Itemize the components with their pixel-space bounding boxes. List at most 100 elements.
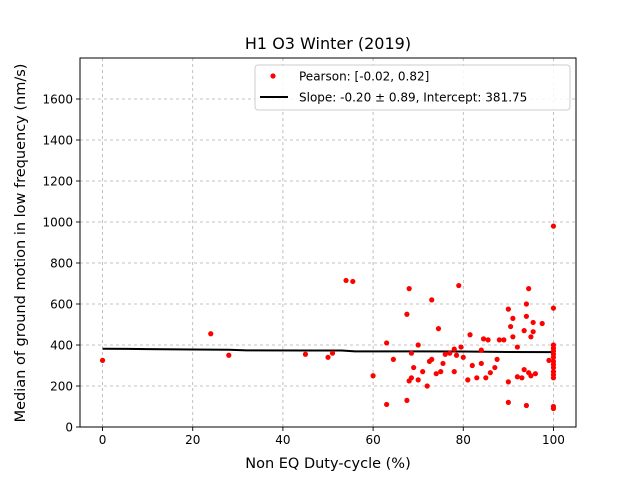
y-tick-label: 1600 (42, 92, 73, 106)
data-point (521, 367, 527, 373)
data-point (451, 369, 457, 375)
data-point (530, 329, 536, 335)
y-tick-label: 0 (65, 420, 73, 434)
legend-marker-points (270, 73, 276, 79)
y-tick-label: 1200 (42, 174, 73, 188)
data-point (433, 371, 439, 377)
data-point (415, 342, 421, 348)
legend-box (254, 64, 571, 111)
y-tick-label: 800 (50, 256, 73, 270)
data-point (420, 369, 426, 375)
data-point (226, 352, 232, 358)
data-point (350, 278, 356, 285)
data-point (523, 402, 530, 409)
data-point (514, 374, 520, 380)
y-tick-label: 1400 (42, 133, 73, 147)
legend: Pearson: [-0.02, 0.82] Slope: -0.20 ± 0.… (254, 64, 571, 111)
data-point (429, 297, 435, 303)
data-point (485, 337, 491, 343)
x-tick-label: 0 (99, 433, 107, 447)
data-point (384, 401, 390, 408)
data-point (478, 360, 484, 367)
y-axis-title: Median of ground motion in low frequency… (13, 64, 29, 423)
data-point (390, 356, 396, 362)
legend-label-points: Pearson: [-0.02, 0.82] (299, 70, 429, 84)
data-point (453, 352, 460, 358)
data-point (550, 305, 557, 311)
data-point (408, 350, 415, 356)
data-point (460, 354, 466, 360)
data-point (474, 375, 480, 381)
x-tick-label: 20 (185, 433, 200, 447)
data-point (550, 223, 557, 229)
data-point (550, 364, 557, 371)
data-point (370, 373, 376, 379)
data-point (458, 344, 464, 350)
data-point (465, 377, 471, 383)
data-point (440, 360, 446, 367)
data-point (384, 340, 390, 346)
data-point (99, 357, 106, 363)
data-point (505, 379, 511, 385)
data-point (496, 337, 502, 343)
data-point (508, 323, 514, 330)
data-point (528, 334, 534, 340)
data-point (528, 373, 534, 379)
data-points (99, 223, 557, 412)
data-point (411, 364, 417, 371)
data-point (447, 350, 453, 356)
y-tick-label: 1000 (42, 215, 73, 229)
data-point (519, 375, 525, 381)
data-point (510, 315, 516, 321)
data-point (546, 357, 552, 363)
data-point (505, 306, 511, 312)
data-point (510, 334, 516, 340)
data-point (302, 351, 309, 357)
data-point (550, 354, 557, 360)
data-point (435, 326, 442, 332)
y-tick-label: 600 (50, 297, 73, 311)
data-point (478, 347, 484, 353)
data-point (408, 375, 415, 381)
y-tick-label: 200 (50, 379, 73, 393)
data-point (442, 351, 448, 357)
data-point (505, 399, 511, 405)
data-point (406, 286, 412, 292)
y-tick-label: 400 (50, 338, 73, 352)
data-point (494, 356, 500, 362)
data-point (483, 375, 489, 381)
data-point (467, 332, 473, 338)
data-point (530, 319, 536, 326)
data-point (492, 364, 498, 371)
data-point (480, 336, 487, 342)
data-point (208, 331, 214, 337)
data-point (469, 362, 475, 369)
data-point (329, 350, 336, 356)
x-tick-label: 100 (542, 433, 565, 447)
chart-title: H1 O3 Winter (2019) (245, 34, 411, 53)
data-point (514, 344, 520, 350)
x-tick-label: 80 (456, 433, 471, 447)
data-point (487, 370, 493, 376)
data-point (404, 397, 410, 403)
data-point (456, 282, 462, 289)
x-tick-label: 40 (275, 433, 290, 447)
data-point (550, 375, 557, 381)
x-axis-title: Non EQ Duty-cycle (%) (245, 456, 410, 472)
data-point (343, 277, 349, 284)
data-point (404, 311, 410, 317)
data-point (521, 328, 527, 334)
data-point (532, 371, 539, 377)
data-point (415, 377, 421, 383)
data-point (526, 286, 532, 292)
data-point (438, 369, 444, 375)
data-point (523, 301, 530, 307)
data-point (325, 354, 331, 360)
data-point (501, 337, 507, 343)
legend-label-line: Slope: -0.20 ± 0.89, Intercept: 381.75 (299, 91, 527, 105)
data-point (424, 383, 430, 389)
data-point (523, 313, 530, 319)
fit-line (102, 347, 554, 354)
data-point (539, 320, 545, 327)
